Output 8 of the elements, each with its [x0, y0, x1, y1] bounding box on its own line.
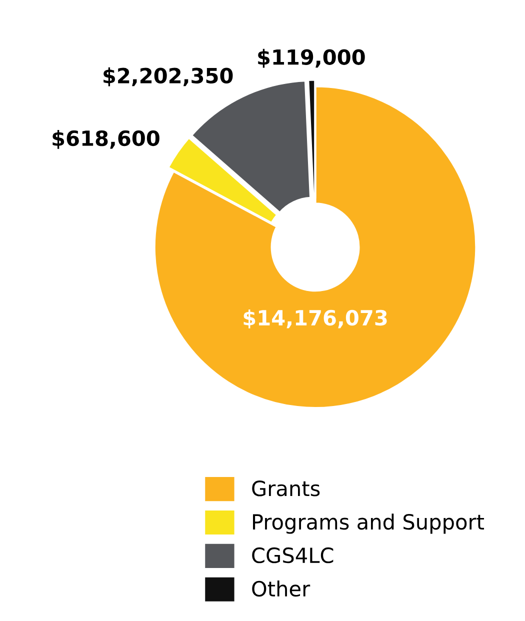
data-label: $14,176,073 [244, 309, 387, 328]
legend-label: Other [252, 580, 310, 597]
legend-label: Grants [252, 480, 320, 496]
data-label: $119,000 [258, 48, 365, 68]
legend-label: CGS4LC [252, 547, 334, 564]
data-label: $2,202,350 [104, 67, 233, 86]
data-label: $618,600 [52, 130, 160, 149]
legend-label: Programs and Support [253, 514, 484, 534]
